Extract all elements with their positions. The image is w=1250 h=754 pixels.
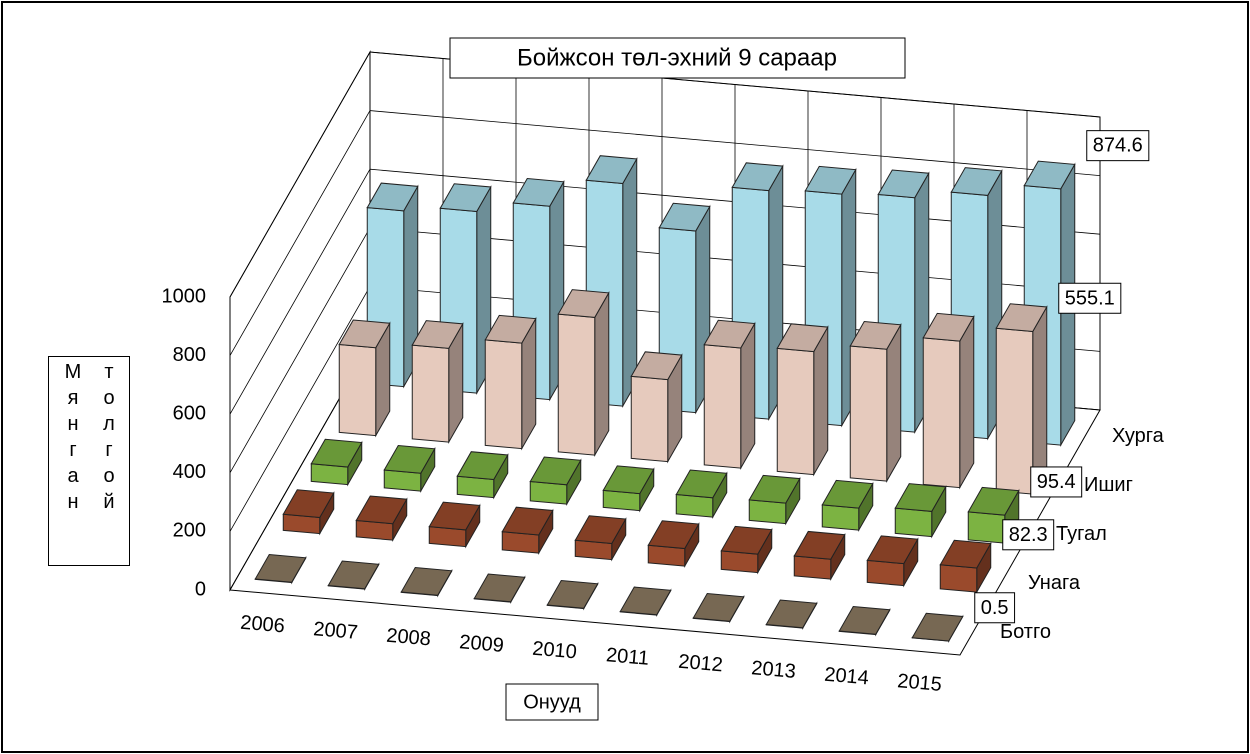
- legend-label: Унага: [1028, 572, 1081, 594]
- chart: 0 200 400 600 800 1000 0.5 82.3 95.4 555.1 874.6 Бо…: [0, 0, 1250, 754]
- data-label: 0.5: [981, 597, 1009, 619]
- bar-side: [595, 293, 609, 455]
- bar-front: [822, 505, 859, 530]
- bar-front: [558, 314, 595, 455]
- chart-title: Бойжсон төл-эхний 9 сараар: [517, 44, 837, 71]
- data-label: 874.6: [1093, 135, 1143, 157]
- bar: [923, 313, 974, 487]
- bar: [339, 320, 390, 436]
- bar-front: [777, 348, 814, 474]
- bar-front: [996, 328, 1033, 494]
- bar: [412, 321, 463, 443]
- bar-front: [631, 376, 668, 461]
- bar-front: [850, 346, 887, 481]
- y-tick-label: 600: [173, 402, 206, 424]
- bar: [777, 324, 828, 475]
- bar: [558, 290, 609, 455]
- bar-front: [794, 556, 831, 579]
- legend-label: Ботго: [1000, 621, 1051, 643]
- bar: [485, 315, 536, 448]
- x-tick-label: 2013: [750, 657, 796, 683]
- bar-front: [339, 344, 376, 435]
- data-label: 82.3: [1009, 524, 1048, 546]
- bar-side: [1033, 307, 1047, 494]
- bar: [850, 322, 901, 482]
- x-label: Онууд: [523, 691, 581, 713]
- data-label: 95.4: [1037, 471, 1076, 493]
- x-tick-label: 2008: [385, 625, 431, 651]
- x-tick-label: 2012: [677, 651, 723, 677]
- bar-front: [530, 482, 567, 505]
- bar: [704, 320, 755, 468]
- bar: [631, 352, 682, 462]
- bar-front: [412, 345, 449, 442]
- y-tick-label: 0: [195, 578, 206, 600]
- bar-side: [814, 327, 828, 475]
- y-label: Мянган толгой: [48, 356, 130, 566]
- bar-front: [704, 345, 741, 468]
- x-tick-label: 2009: [458, 631, 504, 657]
- y-tick-label: 400: [173, 461, 206, 483]
- x-tick-label: 2006: [239, 612, 285, 638]
- bar-front: [923, 338, 960, 488]
- bar-side: [623, 159, 637, 406]
- bar-side: [887, 325, 901, 481]
- y-tick-label: 1000: [162, 285, 207, 307]
- x-tick-label: 2015: [896, 670, 942, 696]
- legend-label: Ишиг: [1084, 474, 1133, 496]
- legend-label: Хурга: [1112, 425, 1165, 447]
- bar-front: [485, 340, 522, 449]
- bar-front: [867, 560, 904, 585]
- bar-side: [960, 317, 974, 488]
- bar-front: [940, 565, 977, 592]
- x-tick-label: 2007: [312, 618, 358, 644]
- legend-label: Тугал: [1056, 523, 1107, 545]
- y-tick-label: 200: [173, 520, 206, 542]
- y-tick-label: 800: [173, 344, 206, 366]
- bar-front: [968, 512, 1005, 543]
- page: 0 200 400 600 800 1000 0.5 82.3 95.4 555.1 874.6 Бо…: [0, 0, 1250, 754]
- x-tick-label: 2010: [531, 638, 577, 664]
- bar: [996, 304, 1047, 494]
- x-tick-label: 2011: [605, 644, 650, 670]
- data-label: 555.1: [1065, 287, 1115, 309]
- bar-front: [676, 495, 713, 518]
- x-tick-label: 2014: [823, 664, 869, 690]
- bar-front: [749, 500, 786, 524]
- bar-front: [895, 508, 932, 536]
